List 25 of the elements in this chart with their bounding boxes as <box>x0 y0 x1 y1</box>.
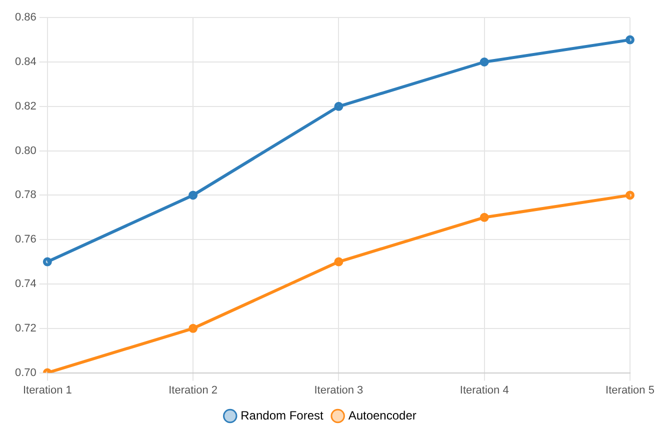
y-tick-label: 0.82 <box>14 100 36 112</box>
point <box>480 58 489 66</box>
point <box>334 102 344 111</box>
y-tick-label: 0.70 <box>14 366 36 379</box>
x-tick-label: Iteration 4 <box>460 384 509 396</box>
point <box>334 257 344 266</box>
y-tick-label: 0.72 <box>14 322 36 334</box>
point <box>626 35 634 44</box>
point <box>188 324 198 333</box>
point <box>480 212 489 222</box>
point <box>188 190 198 200</box>
y-tick-label: 0.86 <box>14 12 36 24</box>
point <box>42 257 52 266</box>
x-tick-label: Iteration 2 <box>168 384 218 396</box>
y-tick-label: 0.84 <box>14 56 36 68</box>
y-tick-label: 0.74 <box>14 278 36 290</box>
y-tick-label: 0.76 <box>14 234 36 246</box>
x-tick-label: Iteration 5 <box>606 384 654 396</box>
point <box>626 190 634 200</box>
x-tick-label: Iteration 3 <box>314 384 364 396</box>
y-tick-label: 0.80 <box>14 144 36 157</box>
y-tick-label: 0.78 <box>14 189 36 202</box>
legend-label: Random Forest <box>240 408 324 422</box>
legend-label: Autoencoder <box>348 408 416 422</box>
x-tick-label: Iteration 1 <box>22 384 72 396</box>
